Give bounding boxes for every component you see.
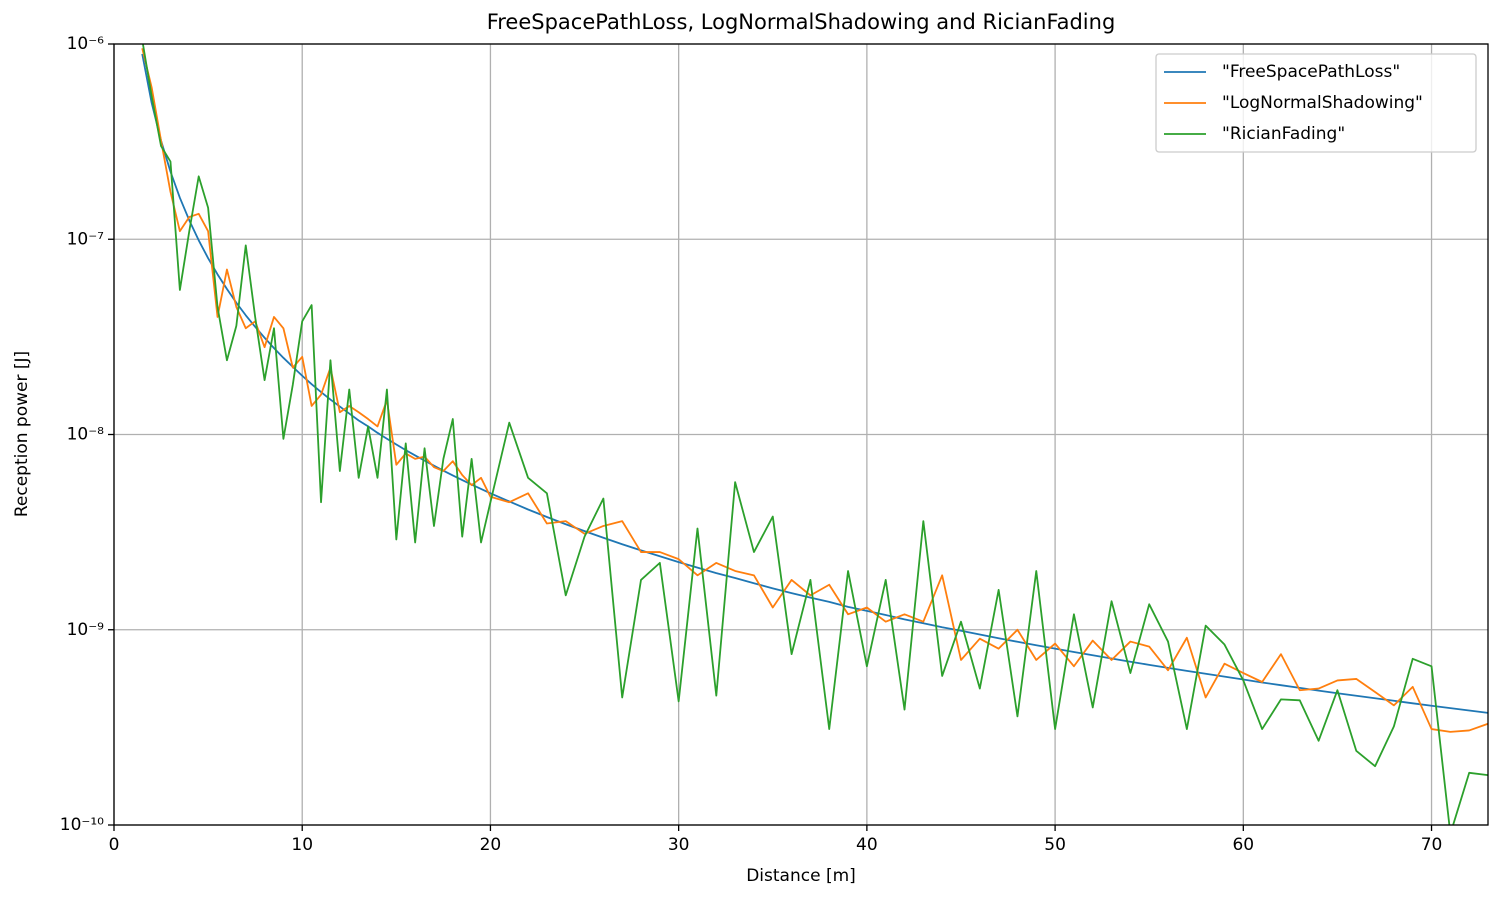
x-axis-label: Distance [m] (746, 866, 856, 886)
x-tick-label: 60 (1232, 835, 1254, 855)
x-tick-label: 70 (1421, 835, 1443, 855)
x-tick-label: 0 (109, 835, 120, 855)
x-tick-label: 10 (291, 835, 313, 855)
x-tick-label: 20 (480, 835, 502, 855)
y-tick-label: 10⁻⁷ (67, 229, 105, 249)
x-tick-label: 40 (856, 835, 878, 855)
y-axis-label: Reception power [J] (12, 351, 32, 517)
x-tick-label: 30 (668, 835, 690, 855)
y-tick-label: 10⁻⁸ (67, 425, 105, 445)
legend-box (1155, 53, 1477, 153)
lines (141, 44, 1488, 825)
y-tick-label: 10⁻¹⁰ (60, 815, 104, 835)
legend-label: "FreeSpacePathLoss" (1222, 62, 1400, 82)
legend: "FreeSpacePathLoss" "LogNormalShadowing" "… (1155, 53, 1477, 153)
series-line (142, 44, 1488, 825)
chart-title: FreeSpacePathLoss, LogNormalShadowing an… (487, 10, 1116, 34)
y-tick-label: 10⁻⁹ (67, 620, 105, 640)
ticks: 0 10 20 30 40 50 60 70 10⁻¹⁰ 10⁻⁹ 10⁻⁸ 10⁻⁷ 10⁻⁶ (60, 34, 1443, 855)
legend-label: "LogNormalShadowing" (1222, 93, 1423, 113)
legend-label: "RicianFading" (1222, 124, 1345, 144)
series-line (141, 48, 1488, 733)
y-tick-label: 10⁻⁶ (67, 34, 105, 54)
x-tick-label: 50 (1044, 835, 1066, 855)
